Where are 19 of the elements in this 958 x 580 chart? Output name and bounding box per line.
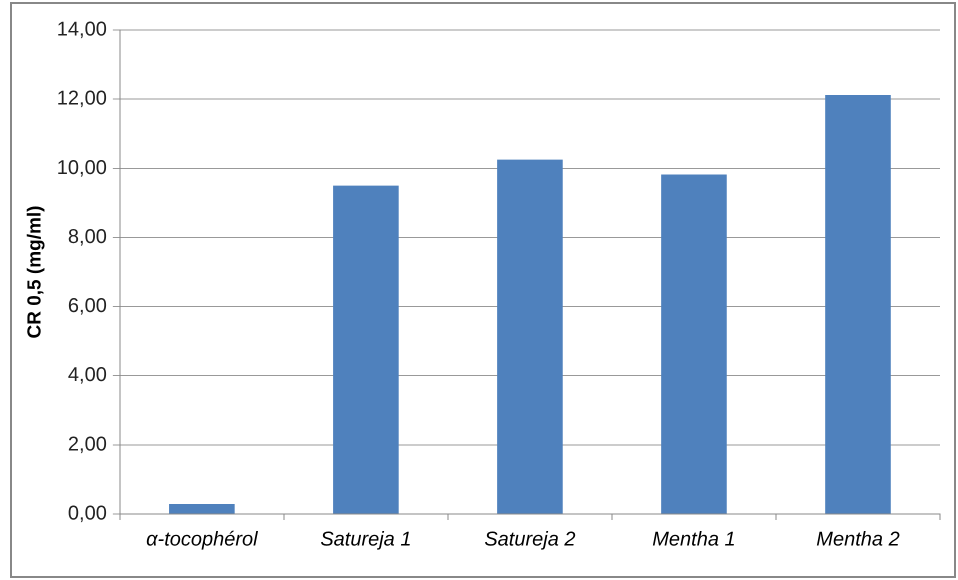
- y-tick-label: 4,00: [68, 364, 107, 386]
- x-tick-label: α-tocophérol: [146, 528, 258, 551]
- bar: [497, 160, 563, 514]
- bar: [169, 504, 235, 514]
- y-tick-label: 0,00: [68, 502, 107, 525]
- y-tick-label: 2,00: [68, 433, 107, 456]
- y-tick-label: 6,00: [68, 295, 107, 318]
- bar: [825, 94, 891, 514]
- y-tick-label: 10,00: [56, 156, 107, 179]
- bar: [661, 174, 727, 514]
- x-tick-label: Satureja 1: [320, 528, 412, 551]
- y-axis-title: CR 0,5 (mg/ml): [24, 205, 46, 339]
- bar: [333, 186, 399, 514]
- y-tick-label: 12,00: [56, 88, 107, 110]
- x-tick-label: Mentha 1: [652, 528, 736, 551]
- x-tick-label: Mentha 2: [816, 528, 900, 551]
- y-tick-label: 14,00: [56, 18, 107, 41]
- x-tick-label: Satureja 2: [484, 528, 576, 551]
- y-tick-label: 8,00: [68, 226, 107, 248]
